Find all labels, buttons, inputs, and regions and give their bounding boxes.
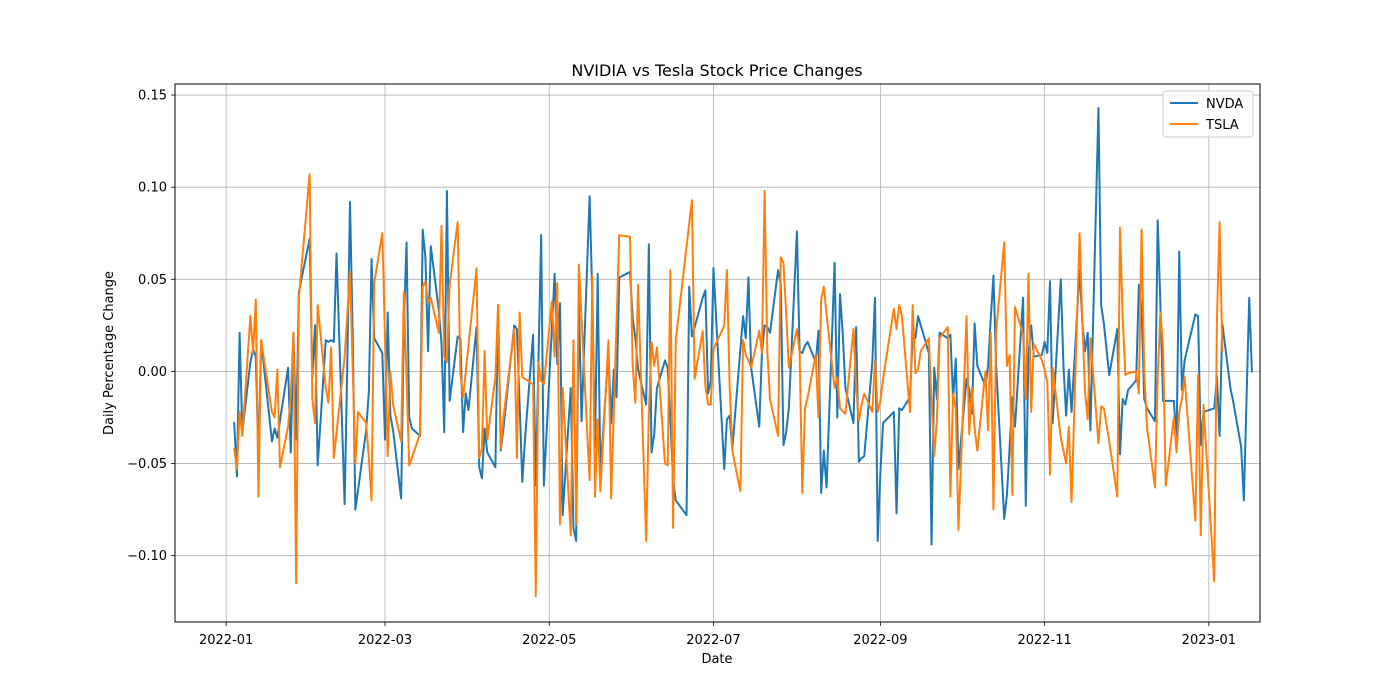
y-tick-label: 0.05 xyxy=(138,273,167,288)
series-line-nvda xyxy=(233,106,1253,546)
x-tick-label: 2022-03 xyxy=(358,633,412,648)
legend: NVDA TSLA xyxy=(1162,90,1254,138)
series-lines xyxy=(233,106,1253,598)
legend-label-tsla: TSLA xyxy=(1205,118,1239,133)
y-tick-label: −0.05 xyxy=(127,457,167,472)
y-tick-label: 0.10 xyxy=(138,181,167,196)
x-tick-label: 2022-05 xyxy=(522,633,576,648)
x-axis-ticks: 2022-01 2022-03 2022-05 2022-07 2022-09 2022-… xyxy=(199,622,1236,648)
y-axis-label: Daily Percentage Change xyxy=(102,271,117,435)
y-tick-label: 0.00 xyxy=(138,365,167,380)
y-tick-label: 0.15 xyxy=(138,89,167,104)
x-tick-label: 2023-01 xyxy=(1182,633,1236,648)
y-axis-ticks: −0.10 −0.05 0.00 0.05 0.10 0.15 xyxy=(127,89,175,564)
x-tick-label: 2022-09 xyxy=(853,633,907,648)
x-tick-label: 2022-07 xyxy=(686,633,740,648)
chart-title: NVIDIA vs Tesla Stock Price Changes xyxy=(571,61,862,80)
legend-label-nvda: NVDA xyxy=(1206,97,1243,112)
x-axis-label: Date xyxy=(701,652,732,667)
y-tick-label: −0.10 xyxy=(127,549,167,564)
plot-frame xyxy=(174,83,1261,623)
series-line-tsla xyxy=(233,173,1224,598)
x-tick-label: 2022-01 xyxy=(199,633,253,648)
x-tick-label: 2022-11 xyxy=(1017,633,1071,648)
